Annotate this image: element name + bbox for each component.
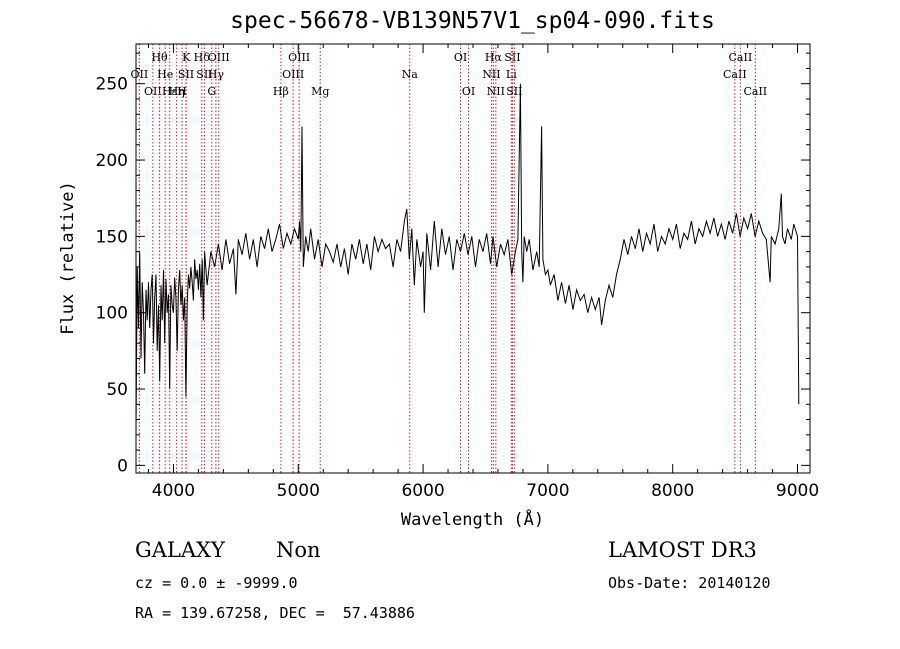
y-tick-label: 50 bbox=[106, 380, 128, 400]
line-label: SII bbox=[506, 85, 522, 98]
line-label: He bbox=[157, 68, 173, 81]
object-class: GALAXY bbox=[135, 538, 225, 562]
y-axis-label: Flux (relative) bbox=[58, 181, 78, 335]
spectrum-line bbox=[135, 83, 800, 435]
line-label: Hη bbox=[169, 85, 185, 98]
line-label: CaII bbox=[723, 68, 747, 81]
line-label: NII bbox=[482, 68, 500, 81]
line-label: OIII bbox=[282, 68, 304, 81]
chart-title: spec-56678-VB139N57V1_sp04-090.fits bbox=[230, 8, 715, 34]
obs-date: Obs-Date: 20140120 bbox=[608, 574, 771, 592]
object-subclass: Non bbox=[276, 538, 321, 562]
coordinates: RA = 139.67258, DEC = 57.43886 bbox=[135, 604, 415, 622]
x-axis-label: Wavelength (Å) bbox=[400, 510, 545, 530]
line-label: Hγ bbox=[208, 68, 225, 81]
line-label: Hδ bbox=[194, 51, 211, 64]
line-label: Na bbox=[402, 68, 419, 81]
line-label: CaII bbox=[743, 85, 767, 98]
line-label: OI bbox=[462, 85, 475, 98]
axes: 4000 5000 6000 7000 8000 9000 0 50 100 150 200 250 bbox=[96, 44, 819, 501]
line-label: K bbox=[182, 51, 191, 64]
line-label: G bbox=[207, 85, 216, 98]
line-label: Hθ bbox=[151, 51, 168, 64]
x-tick-label: 9000 bbox=[776, 481, 819, 501]
line-label: SII bbox=[178, 68, 194, 81]
y-tick-label: 250 bbox=[96, 75, 128, 95]
y-tick-label: 100 bbox=[96, 304, 128, 324]
x-tick-label: 4000 bbox=[152, 481, 195, 501]
survey-name: LAMOST DR3 bbox=[608, 538, 757, 562]
line-label: OIII bbox=[288, 51, 310, 64]
y-tick-label: 0 bbox=[117, 456, 128, 476]
line-label: SII bbox=[196, 68, 212, 81]
y-tick-label: 150 bbox=[96, 227, 128, 247]
line-label: OII bbox=[131, 68, 149, 81]
line-label: OII bbox=[144, 85, 162, 98]
y-tick-label: 200 bbox=[96, 151, 128, 171]
line-label: Hε bbox=[162, 85, 178, 98]
line-label: CaII bbox=[729, 51, 753, 64]
x-tick-label: 7000 bbox=[526, 481, 569, 501]
x-tick-label: 8000 bbox=[651, 481, 694, 501]
line-label: Hβ bbox=[273, 85, 289, 98]
x-tick-label: 6000 bbox=[401, 481, 444, 501]
line-label: Hα bbox=[485, 51, 503, 64]
x-tick-label: 5000 bbox=[277, 481, 320, 501]
line-label: H bbox=[177, 85, 187, 98]
line-label: Mg bbox=[311, 85, 329, 98]
redshift-cz: cz = 0.0 ± -9999.0 bbox=[135, 574, 298, 592]
line-label: NII bbox=[487, 85, 505, 98]
line-label: SII bbox=[504, 51, 520, 64]
line-label: Li bbox=[506, 68, 517, 81]
line-markers: OIIOIIHθHeHεHηKHSIIHδSIIGHγOIIIHβOIIIOII… bbox=[131, 44, 767, 473]
line-label: OI bbox=[454, 51, 467, 64]
line-label: OIII bbox=[208, 51, 230, 64]
